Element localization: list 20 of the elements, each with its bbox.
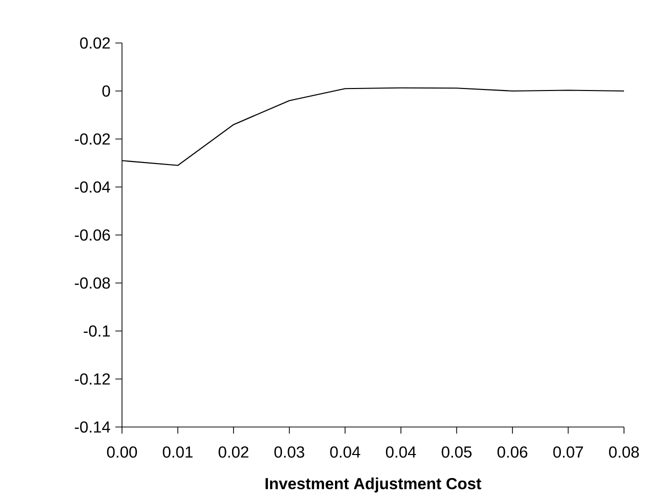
y-tick-label: -0.02 [74,133,110,145]
y-tick-label: 0 [102,85,110,97]
y-tick-label: -0.12 [74,373,110,385]
x-tick-label: 0.08 [609,446,639,458]
x-tick-label: 0.01 [162,446,193,458]
y-tick-label: -0.08 [74,277,110,289]
x-axis-title: Investment Adjustment Cost [266,478,482,492]
y-tick-label: -0.04 [74,181,110,193]
y-tick-label: 0.02 [80,37,110,49]
y-tick-label: -0.06 [74,229,110,241]
x-tick-label: 0.06 [497,446,528,458]
x-tick-label: 0.04 [386,446,416,458]
x-tick-label: 0.05 [442,446,472,458]
x-tick-label: 0.03 [274,446,304,458]
x-tick-label: 0.07 [553,446,583,458]
x-tick-label: 0.04 [330,446,360,458]
y-tick-label: -0.1 [84,325,110,337]
y-tick-label: -0.14 [74,421,110,433]
x-tick-label: 0.02 [218,446,248,458]
x-tick-label: 0.00 [107,446,137,458]
